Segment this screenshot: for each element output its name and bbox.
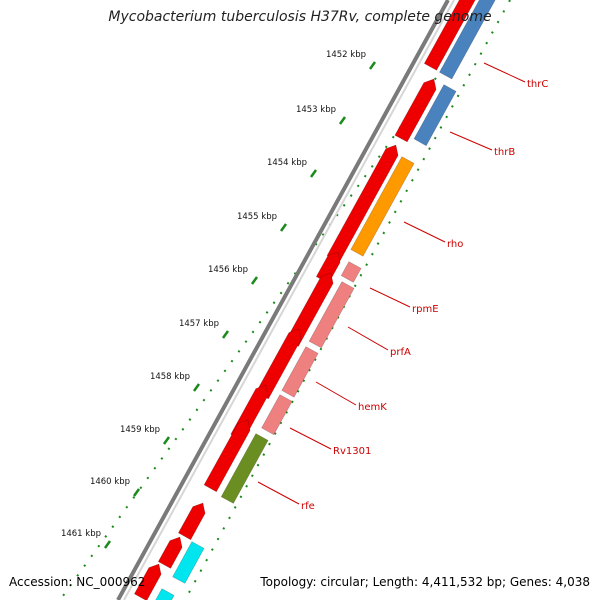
ruler-tick-label: 1457 kbp — [179, 319, 219, 329]
ruler-tick — [192, 383, 201, 392]
leader-line — [369, 287, 411, 308]
genome-title: Mycobacterium tuberculosis H37Rv, comple… — [108, 9, 492, 25]
leader-line — [483, 62, 526, 83]
ruler-tick-label: 1455 kbp — [237, 212, 277, 222]
gene-feature-thrb — [413, 84, 457, 147]
gene-feature-rfe — [220, 433, 269, 504]
cyan-feature — [155, 588, 175, 600]
genome-backbone — [116, 0, 450, 600]
ruler-tick-label: 1460 kbp — [90, 477, 130, 487]
ruler-tick-label: 1461 kbp — [61, 529, 101, 539]
gene-label-thrb: thrB — [494, 147, 515, 158]
ruler-tick-label: 1456 kbp — [208, 265, 248, 275]
ruler-tick — [250, 276, 259, 285]
ruler-tick — [103, 540, 112, 549]
ruler-tick — [162, 436, 171, 445]
gene-label-thrc: thrC — [527, 79, 548, 90]
ruler-tick — [368, 61, 377, 70]
genome-backbone-highlight — [123, 0, 455, 600]
accession-label: Accession: NC_000962 — [9, 575, 146, 589]
forward-cds-track — [133, 0, 476, 600]
cds-block — [423, 0, 476, 71]
leader-line — [347, 326, 389, 351]
gene-label-rpme: rpmE — [412, 304, 439, 315]
gene-label-prfa: prfA — [390, 347, 411, 358]
gene-feature-rho — [350, 156, 415, 257]
ruler-tick-label: 1452 kbp — [326, 50, 366, 60]
cds-block — [157, 536, 183, 569]
gene-feature-prfa — [308, 281, 355, 349]
gene-feature-rpme — [340, 261, 362, 283]
gene-label-rho: rho — [447, 239, 463, 250]
ruler-tick — [221, 330, 230, 339]
ruler-tick-label: 1458 kbp — [150, 372, 190, 382]
leader-line — [315, 381, 357, 406]
ruler-ticks: 1452 kbp 1453 kbp 1454 kbp 1455 kbp 1456 kbp… — [61, 50, 377, 549]
gene-feature-hemk — [281, 346, 319, 398]
leader-line — [289, 427, 332, 450]
gene-label-rfe: rfe — [301, 501, 315, 512]
ruler-tick-label: 1453 kbp — [296, 105, 336, 115]
ruler-tick — [309, 169, 318, 178]
leader-line — [257, 481, 300, 505]
cds-block — [133, 563, 162, 600]
gene-label-hemk: hemK — [358, 402, 387, 413]
leader-line — [403, 221, 446, 243]
leader-line — [449, 131, 493, 151]
gene-feature-track — [155, 0, 496, 600]
ruler-tick-label: 1454 kbp — [267, 158, 307, 168]
ruler-tick — [338, 116, 347, 125]
genome-summary: Topology: circular; Length: 4,411,532 bp… — [260, 575, 590, 589]
cds-block — [177, 502, 206, 541]
gene-label-rv1301: Rv1301 — [333, 446, 371, 457]
ruler-tick — [279, 223, 288, 232]
cds-block — [203, 419, 251, 493]
cds-block — [394, 78, 437, 143]
gene-label-leaders: thrC thrB rho rpmE prfA hemK Rv1301 rfe — [257, 62, 548, 512]
cyan-feature — [172, 541, 205, 584]
gene-feature-thrc — [439, 0, 496, 80]
gene-feature-rv1301 — [261, 394, 293, 436]
ruler-tick-label: 1459 kbp — [120, 425, 160, 435]
ruler-tick — [132, 488, 141, 497]
